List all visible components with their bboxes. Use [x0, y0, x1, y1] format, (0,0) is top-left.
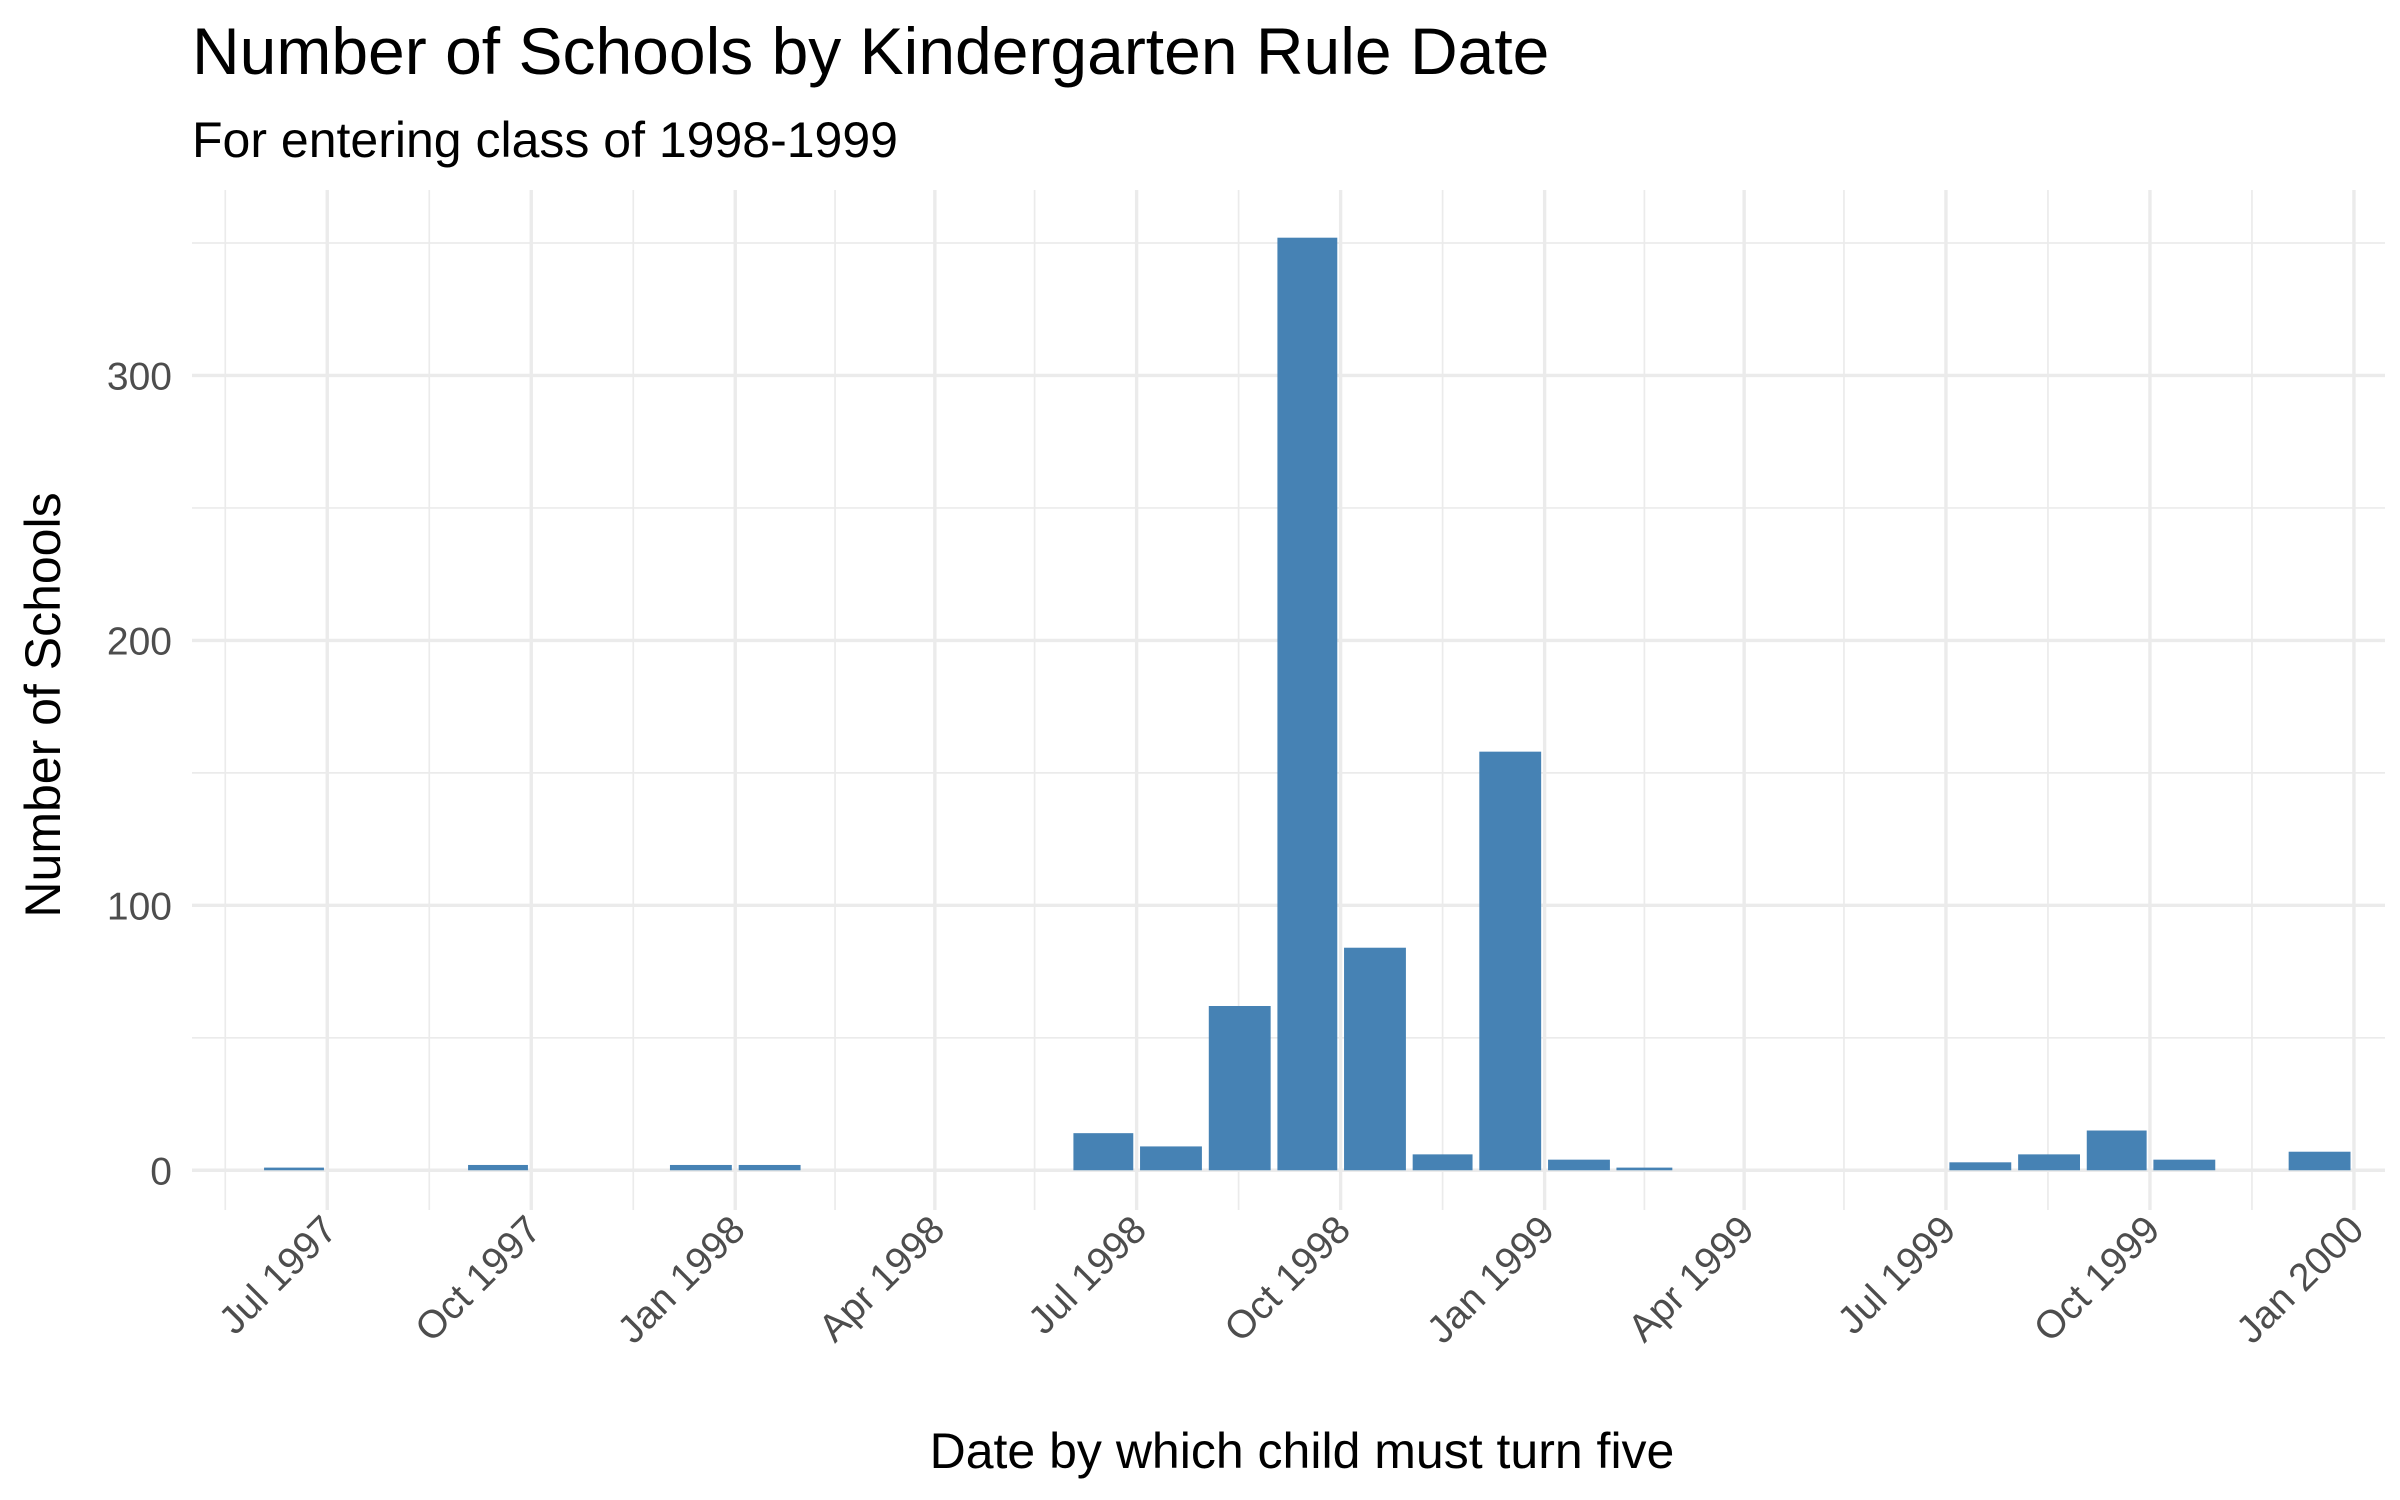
x-tick-label: Apr 1999 [1620, 1208, 1762, 1350]
bar [1616, 1167, 1673, 1171]
bar [1277, 237, 1338, 1171]
x-tick-label: Jan 1999 [1419, 1208, 1563, 1352]
bar [2153, 1159, 2216, 1171]
bar [1949, 1162, 2012, 1171]
x-tick-label: Jan 2000 [2228, 1208, 2372, 1352]
bar [1412, 1154, 1473, 1171]
tick-labels: 0 100 200 300 Jul 1997 Oct 1997 Jan 1998 Apr 19… [107, 355, 2372, 1351]
bar [1479, 751, 1542, 1171]
y-tick-label: 100 [107, 885, 172, 928]
x-axis-title: Date by which child must turn five [930, 1423, 1675, 1479]
bar [1073, 1133, 1134, 1171]
bar [1208, 1006, 1271, 1171]
x-tick-label: Oct 1999 [2026, 1208, 2168, 1350]
bar [468, 1164, 528, 1171]
bar [2086, 1130, 2147, 1171]
x-tick-label: Oct 1997 [407, 1208, 549, 1350]
x-tick-label: Jul 1997 [211, 1208, 346, 1343]
bar [1344, 947, 1406, 1171]
chart-subtitle: For entering class of 1998-1999 [192, 112, 898, 168]
bar [738, 1164, 801, 1171]
bars [264, 237, 2351, 1171]
bar [264, 1167, 324, 1171]
y-tick-label: 200 [107, 620, 172, 663]
chart-title: Number of Schools by Kindergarten Rule D… [192, 14, 1549, 88]
bar [669, 1164, 732, 1171]
bar [1140, 1146, 1202, 1171]
x-tick-label: Apr 1998 [811, 1208, 953, 1350]
x-tick-label: Jan 1998 [610, 1208, 754, 1352]
y-axis-title: Number of Schools [15, 492, 71, 917]
x-tick-label: Jul 1998 [1020, 1208, 1155, 1343]
bar [2018, 1154, 2080, 1171]
bar [2288, 1151, 2351, 1171]
bar [1548, 1159, 1610, 1171]
x-tick-label: Jul 1999 [1830, 1208, 1965, 1343]
x-tick-label: Oct 1998 [1217, 1208, 1359, 1350]
y-tick-label: 300 [107, 355, 172, 398]
y-tick-label: 0 [150, 1150, 172, 1193]
